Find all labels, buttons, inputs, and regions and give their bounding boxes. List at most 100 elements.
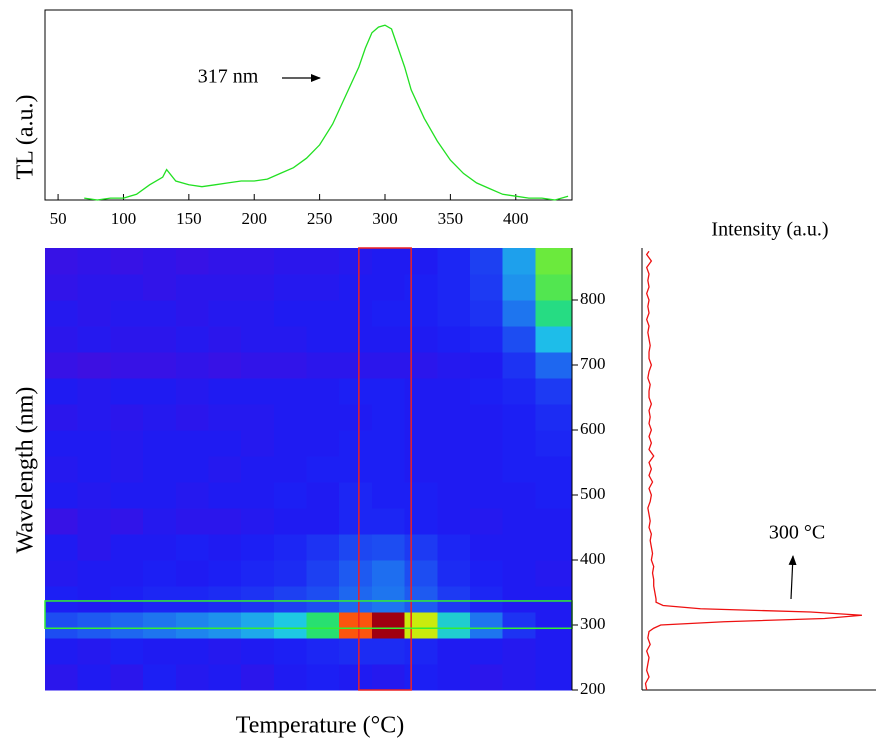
heatmap-cell: [143, 326, 177, 353]
heatmap-cell: [77, 430, 111, 457]
heatmap-cell: [143, 404, 177, 431]
heatmap-cell: [45, 560, 79, 587]
heatmap-cell: [208, 274, 242, 301]
heatmap-cell: [143, 482, 177, 509]
heatmap-cell: [437, 664, 471, 691]
heatmap-cell: [404, 404, 438, 431]
heatmap-cell: [502, 404, 536, 431]
heatmap-cell: [175, 352, 209, 379]
heatmap-cell: [535, 534, 573, 561]
heatmap-cell: [339, 300, 373, 327]
heatmap-cell: [273, 508, 308, 535]
heatmap-cell: [45, 482, 79, 509]
temperature-annotation: 300 °C: [769, 522, 825, 544]
heatmap-cell: [45, 300, 79, 327]
heatmap-cell: [535, 352, 573, 379]
heatmap-cell: [110, 404, 144, 431]
heatmap-cell: [77, 248, 111, 275]
heatmap-cell: [339, 586, 373, 613]
heatmap-cell: [535, 430, 573, 457]
heatmap-cell: [241, 352, 275, 379]
x-tick-label: 300: [372, 209, 398, 228]
heatmap-cell: [371, 300, 406, 327]
heatmap-cell: [143, 508, 177, 535]
heatmap-cell: [273, 248, 308, 275]
heatmap-cell: [208, 534, 242, 561]
heatmap-cell: [241, 638, 275, 665]
heatmap-cell: [306, 378, 340, 405]
tl-axis-label: TL (a.u.): [13, 94, 39, 179]
heatmap-cell: [77, 404, 111, 431]
y-tick-label: 700: [580, 354, 606, 373]
heatmap-cell: [306, 300, 340, 327]
heatmap-cell: [273, 664, 308, 691]
heatmap-cell: [470, 430, 504, 457]
heatmap-cell: [273, 586, 308, 613]
heatmap-cell: [306, 586, 340, 613]
heatmap-cell: [208, 430, 242, 457]
heatmap-cell: [502, 560, 536, 587]
heatmap-cell: [175, 430, 209, 457]
heatmap-cell: [339, 508, 373, 535]
heatmap-cell: [273, 300, 308, 327]
heatmap-cell: [45, 638, 79, 665]
heatmap-cell: [306, 664, 340, 691]
heatmap-cell: [77, 612, 111, 639]
heatmap-cell: [208, 378, 242, 405]
heatmap-cell: [306, 352, 340, 379]
plot-layer: 50 100 150 200 250 300 350 400 200 300 400 500 600 70…: [44, 9, 876, 698]
heatmap-cell: [470, 560, 504, 587]
heatmap-cell: [404, 586, 438, 613]
heatmap-cell: [339, 534, 373, 561]
heatmap-cell: [306, 404, 340, 431]
heatmap-cell: [273, 404, 308, 431]
heatmap-cell: [502, 300, 536, 327]
tl-curve: [84, 24, 569, 201]
heatmap-cell: [273, 352, 308, 379]
heatmap-cell: [45, 664, 79, 691]
heatmap-cell: [437, 508, 471, 535]
heatmap-cell: [110, 352, 144, 379]
intensity-axis-label: Intensity (a.u.): [711, 219, 828, 241]
heatmap-cell: [110, 274, 144, 301]
x-tick-label: 250: [307, 209, 333, 228]
heatmap-cell: [437, 534, 471, 561]
heatmap-cell: [404, 456, 438, 483]
heatmap-cell: [143, 638, 177, 665]
heatmap-cell: [175, 456, 209, 483]
heatmap-cell: [437, 352, 471, 379]
heatmap-cell: [208, 352, 242, 379]
heatmap-cell: [306, 612, 340, 639]
heatmap-cell: [535, 664, 573, 691]
heatmap-cell: [77, 534, 111, 561]
heatmap-cell: [371, 482, 406, 509]
heatmap-cell: [371, 404, 406, 431]
wavelength-axis-label: Wavelength (nm): [13, 387, 39, 554]
heatmap-cell: [241, 586, 275, 613]
peak-annotation: 317 nm: [198, 66, 259, 88]
heatmap-cell: [241, 560, 275, 587]
heatmap-cell: [371, 248, 406, 275]
heatmap-cell: [45, 430, 79, 457]
heatmap-cell: [404, 430, 438, 457]
heatmap-cell: [437, 430, 471, 457]
heatmap-cell: [404, 300, 438, 327]
heatmap-cell: [175, 534, 209, 561]
heatmap-cell: [175, 274, 209, 301]
heatmap-cell: [77, 456, 111, 483]
heatmap-cell: [241, 274, 275, 301]
heatmap-cell: [45, 456, 79, 483]
heatmap-cell: [241, 534, 275, 561]
heatmap-cell: [535, 378, 573, 405]
heatmap-cell: [273, 378, 308, 405]
heatmap-cell: [45, 404, 79, 431]
heatmap-cell: [502, 352, 536, 379]
heatmap-cell: [77, 352, 111, 379]
heatmap-cell: [371, 456, 406, 483]
heatmap-cell: [77, 326, 111, 353]
heatmap-cell: [371, 586, 406, 613]
heatmap-cell: [535, 326, 573, 353]
heatmap-cell: [339, 326, 373, 353]
heatmap-cell: [241, 378, 275, 405]
heatmap-cell: [45, 586, 79, 613]
